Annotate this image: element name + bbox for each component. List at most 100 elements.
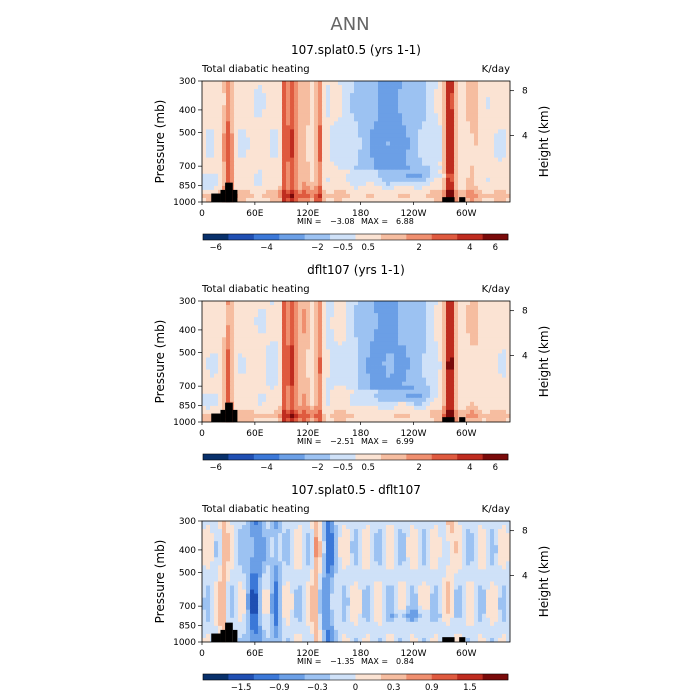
field-cell bbox=[370, 129, 375, 134]
field-cell bbox=[502, 101, 507, 106]
field-cell bbox=[426, 309, 431, 314]
field-cell bbox=[426, 341, 431, 346]
field-cell bbox=[410, 405, 415, 411]
field-cell bbox=[438, 409, 443, 415]
field-cell bbox=[250, 357, 255, 362]
field-cell bbox=[298, 157, 303, 163]
field-cell bbox=[506, 149, 511, 154]
field-cell bbox=[362, 333, 367, 338]
field-cell bbox=[322, 373, 327, 379]
field-cell bbox=[246, 341, 251, 346]
field-cell bbox=[230, 369, 235, 374]
field-cell bbox=[426, 193, 431, 199]
field-cell bbox=[406, 329, 411, 334]
field-cell bbox=[506, 321, 511, 326]
field-cell bbox=[370, 145, 375, 150]
field-cell bbox=[362, 177, 367, 183]
field-cell bbox=[422, 409, 427, 415]
field-cell bbox=[250, 185, 255, 191]
field-cell bbox=[394, 385, 399, 391]
field-cell bbox=[462, 409, 467, 415]
field-cell bbox=[454, 361, 459, 366]
field-cell bbox=[374, 397, 379, 403]
field-cell bbox=[398, 357, 403, 362]
field-cell bbox=[378, 189, 383, 195]
field-cell bbox=[202, 165, 207, 171]
field-cell bbox=[254, 333, 259, 338]
field-cell bbox=[382, 353, 387, 358]
field-cell bbox=[434, 149, 439, 154]
field-cell bbox=[354, 365, 359, 370]
field-cell bbox=[210, 381, 215, 387]
field-cell bbox=[458, 325, 463, 330]
field-cell bbox=[498, 193, 503, 199]
field-cell bbox=[474, 141, 479, 146]
field-cell bbox=[346, 313, 351, 318]
field-cell bbox=[414, 405, 419, 411]
field-cell bbox=[390, 157, 395, 163]
field-cell bbox=[246, 353, 251, 358]
field-cell bbox=[482, 153, 487, 159]
field-cell bbox=[214, 113, 219, 118]
field-cell bbox=[406, 121, 411, 126]
field-cell bbox=[326, 117, 331, 122]
field-cell bbox=[434, 301, 439, 306]
field-cell bbox=[502, 81, 507, 86]
field-cell bbox=[210, 161, 215, 167]
field-cell bbox=[306, 529, 311, 534]
field-cell bbox=[502, 373, 507, 379]
field-cell bbox=[386, 117, 391, 122]
field-cell bbox=[250, 329, 255, 334]
field-cell bbox=[262, 145, 267, 150]
field-cell bbox=[234, 333, 239, 338]
field-cell bbox=[446, 109, 451, 114]
field-cell bbox=[290, 105, 295, 110]
field-cell bbox=[362, 329, 367, 334]
field-cell bbox=[214, 169, 219, 175]
field-cell bbox=[378, 317, 383, 322]
field-cell bbox=[278, 113, 283, 118]
field-cell bbox=[282, 409, 287, 415]
field-cell bbox=[478, 169, 483, 175]
field-cell bbox=[278, 181, 283, 187]
field-cell bbox=[414, 101, 419, 106]
field-cell bbox=[382, 365, 387, 370]
field-cell bbox=[234, 141, 239, 146]
field-cell bbox=[246, 165, 251, 171]
field-cell bbox=[242, 137, 247, 142]
field-cell bbox=[390, 129, 395, 134]
field-cell bbox=[318, 309, 323, 314]
field-cell bbox=[486, 309, 491, 314]
field-cell bbox=[262, 105, 267, 110]
field-cell bbox=[246, 105, 251, 110]
field-cell bbox=[274, 193, 279, 199]
field-cell bbox=[502, 133, 507, 138]
field-cell bbox=[306, 325, 311, 330]
field-cell bbox=[210, 377, 215, 383]
field-cell bbox=[438, 333, 443, 338]
field-cell bbox=[246, 185, 251, 191]
field-cell bbox=[386, 377, 391, 383]
field-cell bbox=[482, 333, 487, 338]
field-cell bbox=[210, 177, 215, 183]
field-cell bbox=[478, 161, 483, 167]
field-cell bbox=[482, 89, 487, 94]
field-cell bbox=[478, 113, 483, 118]
field-cell bbox=[354, 353, 359, 358]
field-cell bbox=[494, 129, 499, 134]
field-cell bbox=[446, 381, 451, 387]
field-cell bbox=[374, 521, 379, 526]
field-cell bbox=[462, 193, 467, 199]
field-cell bbox=[238, 401, 243, 407]
field-cell bbox=[498, 105, 503, 110]
colorbar-swatch bbox=[355, 454, 382, 460]
field-cell bbox=[202, 365, 207, 370]
field-cell bbox=[474, 329, 479, 334]
field-cell bbox=[270, 349, 275, 354]
field-cell bbox=[274, 405, 279, 411]
field-cell bbox=[318, 185, 323, 191]
field-cell bbox=[382, 145, 387, 150]
field-cell bbox=[382, 525, 387, 530]
field-cell bbox=[378, 305, 383, 310]
field-cell bbox=[278, 313, 283, 318]
